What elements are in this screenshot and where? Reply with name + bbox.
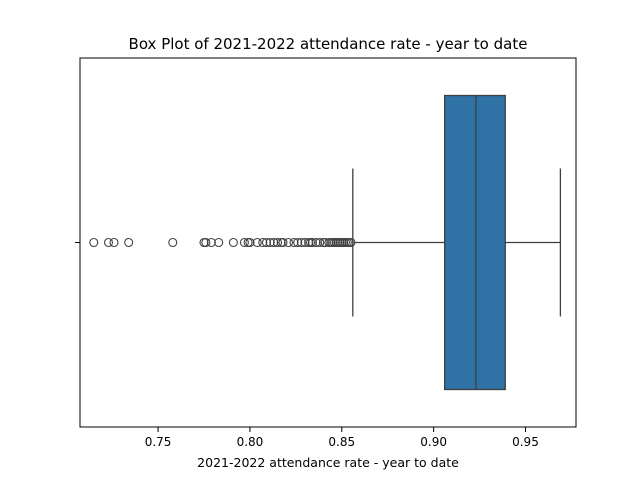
outlier-point [258,237,268,248]
outlier-point [307,237,317,248]
outlier-point [124,237,134,248]
outlier-point [214,237,224,248]
outlier-point [245,237,255,248]
x-tick-label: 0.85 [328,435,355,449]
x-tick-label: 0.80 [237,435,264,449]
outlier-point [278,237,288,248]
outlier-point [311,237,321,248]
outlier-point [293,237,303,248]
outlier-point [228,237,238,248]
outlier-point [239,237,249,248]
outlier-point [265,237,275,248]
x-tick-label: 0.90 [420,435,447,449]
x-tick-label: 0.75 [145,435,172,449]
outlier-point [206,237,216,248]
outlier-point [109,237,119,248]
outlier-point [89,237,99,248]
outlier-point [103,237,114,248]
plot-area [89,94,562,391]
outlier-point [300,237,310,248]
outlier-point [283,237,294,248]
outlier-point [346,237,356,248]
outlier-point [296,237,306,248]
x-axis-ticks: 0.75 0.80 0.85 0.90 0.95 [75,242,539,449]
chart-title: Box Plot of 2021-2022 attendance rate - … [129,35,528,53]
outlier-point [261,237,272,248]
outlier-point [252,237,262,248]
outlier-point [272,237,283,248]
x-tick-label: 0.95 [512,435,539,449]
outlier-point [320,237,330,248]
outlier-point [315,237,325,248]
outlier-point [168,237,178,248]
outlier-point [201,237,211,248]
outlier-point [289,237,299,248]
outlier-point [269,237,279,248]
iqr-box [444,94,506,391]
x-axis-label: 2021-2022 attendance rate - year to date [197,455,459,470]
